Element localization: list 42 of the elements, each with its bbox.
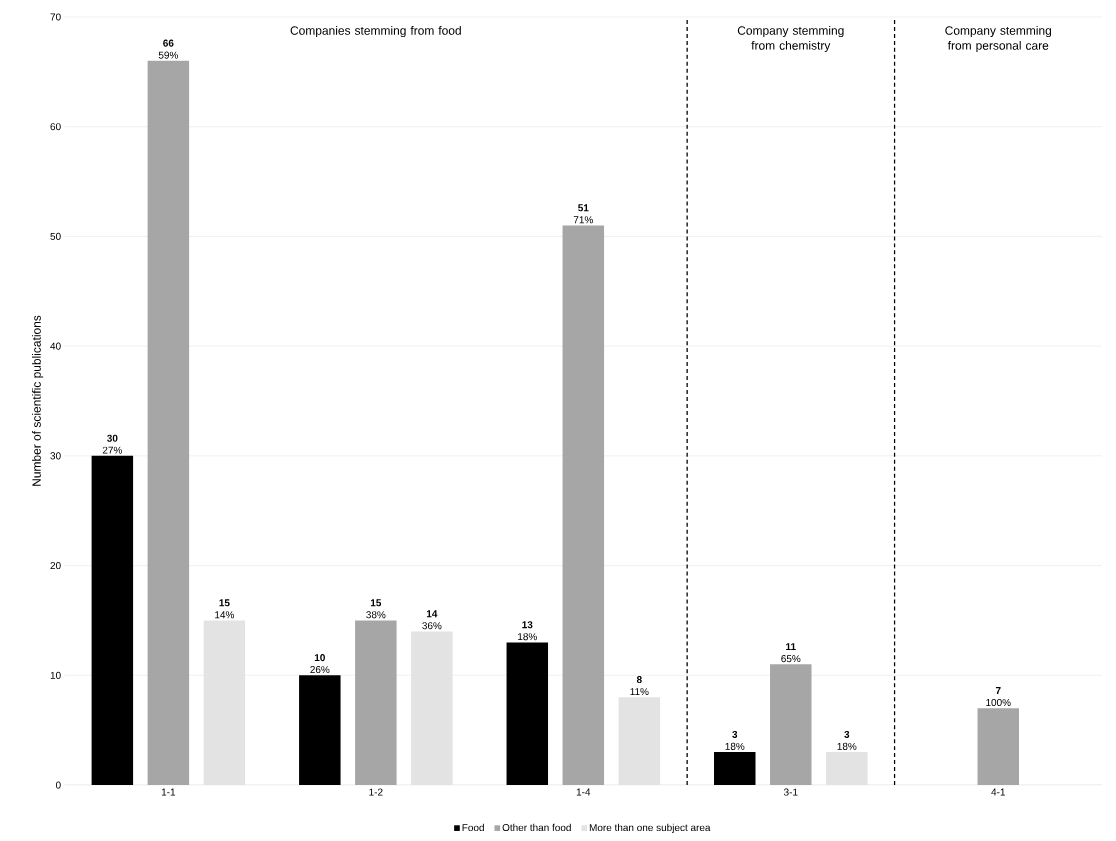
y-axis-title: Number of scientific publications: [31, 315, 44, 486]
data-label: 7 100%: [986, 687, 1011, 707]
data-label: 3 18%: [725, 730, 745, 750]
x-tick-label: 1-2: [369, 788, 383, 796]
y-tick-label: 70: [50, 13, 61, 21]
y-tick-label: 10: [50, 671, 61, 679]
annotation: Company stemming from personal care: [945, 26, 1052, 53]
x-tick-label: 4-1: [991, 788, 1005, 796]
bar: [562, 225, 605, 786]
bar: [147, 60, 190, 786]
x-tick-label: 1-1: [161, 788, 176, 796]
data-label: 30 27%: [102, 434, 122, 454]
legend-label: Other than food: [502, 823, 571, 832]
data-label: 15 38%: [366, 599, 386, 619]
data-label: 13 18%: [518, 621, 537, 641]
annotation: Company stemming from chemistry: [737, 26, 844, 53]
data-label: 8 11%: [630, 676, 649, 696]
data-label: 66 59%: [158, 39, 178, 59]
bar: [770, 664, 812, 786]
annotation: Companies stemming from food: [290, 26, 461, 38]
data-label: 14 36%: [422, 610, 442, 630]
legend-label: Food: [462, 823, 484, 832]
y-tick-label: 50: [50, 232, 61, 240]
bar: [506, 642, 549, 786]
y-tick-label: 0: [55, 781, 61, 789]
x-tick-label: 3-1: [783, 788, 798, 796]
data-label: 10 26%: [310, 654, 330, 674]
data-label: 51 71%: [573, 204, 593, 224]
bar: [355, 620, 397, 786]
legend-label: More than one subject area: [589, 823, 711, 834]
y-tick-label: 20: [50, 562, 61, 570]
x-tick-label: 1-4: [576, 788, 591, 796]
bar: [714, 752, 756, 786]
y-tick-label: 60: [50, 123, 61, 131]
y-tick-label: 30: [50, 452, 61, 460]
data-label: 11 65%: [781, 643, 801, 663]
data-label: 3 18%: [837, 730, 857, 750]
bar: [977, 708, 1019, 786]
data-label: 15 14%: [215, 599, 234, 619]
y-tick-label: 40: [50, 342, 61, 350]
bar: [91, 455, 134, 786]
bar: [299, 675, 341, 786]
